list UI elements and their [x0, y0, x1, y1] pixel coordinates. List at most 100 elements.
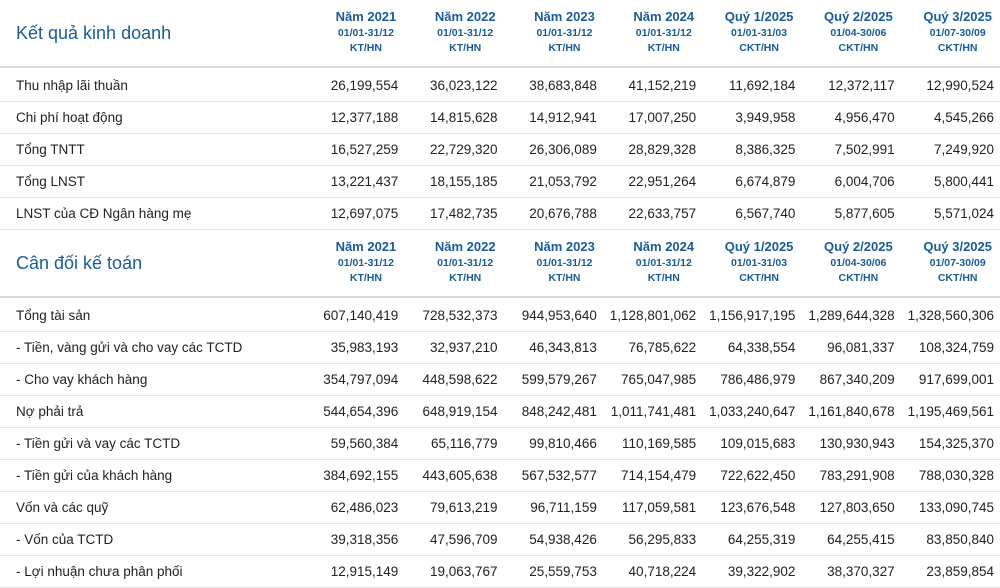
cell-value: 3,949,958	[702, 101, 802, 134]
column-header: Quý 3/2025 01/07-30/09 CKT/HN	[923, 9, 992, 54]
cell-value: 786,486,979	[702, 363, 802, 396]
cell-value: 17,007,250	[602, 101, 703, 134]
column-header: Năm 2022 01/01-31/12 KT/HN	[434, 9, 496, 54]
cell-value: 1,289,644,328	[801, 300, 901, 332]
cell-value: 1,195,469,561	[900, 395, 1000, 428]
column-header: Quý 3/2025 01/07-30/09 CKT/HN	[923, 239, 992, 284]
cell-value: 12,377,188	[305, 101, 405, 134]
cell-value: 19,063,767	[404, 555, 504, 588]
row-label: Thu nhập lãi thuần	[0, 70, 305, 102]
table-row: - Tiền, vàng gửi và cho vay các TCTD 35,9…	[0, 331, 1000, 364]
cell-value: 36,023,122	[404, 70, 504, 102]
cell-value: 22,729,320	[404, 133, 504, 166]
header-row: Cân đối kế toán Năm 2021 01/01-31/12 KT/HN…	[0, 230, 1000, 297]
cell-value: 1,161,840,678	[801, 395, 901, 428]
cell-value: 41,152,219	[602, 70, 703, 102]
table-row: - Vốn của TCTD 39,318,356 47,596,709 54,938…	[0, 523, 1000, 556]
cell-value: 867,340,209	[801, 363, 901, 396]
row-label: Chi phí hoạt động	[0, 101, 305, 134]
cell-value: 59,560,384	[305, 427, 405, 460]
cell-value: 47,596,709	[404, 523, 504, 556]
row-label: - Lợi nhuận chưa phân phối	[0, 555, 305, 588]
cell-value: 83,850,840	[900, 523, 1000, 556]
row-label: - Tiền, vàng gửi và cho vay các TCTD	[0, 331, 305, 364]
cell-value: 7,249,920	[900, 133, 1000, 166]
cell-value: 64,338,554	[702, 331, 802, 364]
cell-value: 384,692,155	[305, 459, 405, 492]
row-label: LNST của CĐ Ngân hàng mẹ	[0, 197, 305, 230]
cell-value: 109,015,683	[702, 427, 802, 460]
cell-value: 544,654,396	[305, 395, 405, 428]
cell-value: 65,116,779	[404, 427, 504, 460]
cell-value: 62,486,023	[305, 491, 405, 524]
row-label: - Cho vay khách hàng	[0, 363, 305, 396]
cell-value: 1,011,741,481	[602, 395, 703, 428]
cell-value: 12,915,149	[305, 555, 405, 588]
cell-value: 8,386,325	[702, 133, 802, 166]
cell-value: 12,990,524	[900, 70, 1000, 102]
cell-value: 6,004,706	[801, 165, 901, 198]
cell-value: 6,567,740	[702, 197, 802, 230]
cell-value: 28,829,328	[602, 133, 703, 166]
column-header: Quý 1/2025 01/01-31/03 CKT/HN	[724, 9, 794, 54]
cell-value: 5,877,605	[801, 197, 901, 230]
cell-value: 133,090,745	[900, 491, 1000, 524]
header-row: Kết quả kinh doanh Năm 2021 01/01-31/12 KT…	[0, 0, 1000, 67]
cell-value: 16,527,259	[305, 133, 405, 166]
row-label: Tổng TNTT	[0, 133, 305, 166]
cell-value: 130,930,943	[801, 427, 901, 460]
cell-value: 783,291,908	[801, 459, 901, 492]
column-header: Quý 2/2025 01/04-30/06 CKT/HN	[824, 9, 893, 54]
table-row: - Lợi nhuận chưa phân phối 12,915,149 19,0…	[0, 555, 1000, 588]
column-header: Năm 2021 01/01-31/12 KT/HN	[335, 9, 397, 54]
column-header: Năm 2021 01/01-31/12 KT/HN	[335, 239, 397, 284]
cell-value: 1,328,560,306	[900, 300, 1000, 332]
cell-value: 12,697,075	[305, 197, 405, 230]
row-label: Nợ phải trả	[0, 395, 305, 428]
cell-value: 13,221,437	[305, 165, 405, 198]
cell-value: 7,502,991	[801, 133, 901, 166]
row-label: - Tiền gửi của khách hàng	[0, 459, 305, 492]
cell-value: 79,613,219	[404, 491, 504, 524]
cell-value: 38,683,848	[503, 70, 603, 102]
table-row: Vốn và các quỹ 62,486,023 79,613,219 96,711…	[0, 491, 1000, 524]
cell-value: 12,372,117	[801, 70, 901, 102]
section-title: Cân đối kế toán	[16, 252, 143, 273]
column-header: Quý 2/2025 01/04-30/06 CKT/HN	[824, 239, 893, 284]
table-row: Tổng TNTT 16,527,259 22,729,320 26,306,089 2…	[0, 133, 1000, 166]
cell-value: 648,919,154	[404, 395, 504, 428]
cell-value: 448,598,622	[404, 363, 504, 396]
table-row: - Tiền gửi của khách hàng 384,692,155 443,…	[0, 459, 1000, 492]
cell-value: 722,622,450	[702, 459, 802, 492]
cell-value: 38,370,327	[801, 555, 901, 588]
cell-value: 14,912,941	[503, 101, 603, 134]
cell-value: 20,676,788	[503, 197, 603, 230]
cell-value: 788,030,328	[900, 459, 1000, 492]
row-label: - Vốn của TCTD	[0, 523, 305, 556]
cell-value: 4,545,266	[900, 101, 1000, 134]
cell-value: 21,053,792	[503, 165, 603, 198]
cell-value: 4,956,470	[801, 101, 901, 134]
table-row: Nợ phải trả 544,654,396 648,919,154 848,242…	[0, 395, 1000, 428]
row-label: Tổng tài sản	[0, 300, 305, 332]
cell-value: 17,482,735	[404, 197, 504, 230]
cell-value: 99,810,466	[503, 427, 603, 460]
cell-value: 46,343,813	[503, 331, 603, 364]
cell-value: 64,255,415	[801, 523, 901, 556]
row-label: - Tiền gửi và vay các TCTD	[0, 427, 305, 460]
cell-value: 26,199,554	[305, 70, 405, 102]
table-row: - Tiền gửi và vay các TCTD 59,560,384 65,1…	[0, 427, 1000, 460]
table-row: LNST của CĐ Ngân hàng mẹ 12,697,075 17,482…	[0, 197, 1000, 230]
cell-value: 599,579,267	[503, 363, 603, 396]
column-header: Năm 2024 01/01-31/12 KT/HN	[633, 9, 695, 54]
table-row: Tổng tài sản 607,140,419 728,532,373 944,95…	[0, 300, 1000, 332]
row-label: Vốn và các quỹ	[0, 491, 305, 524]
cell-value: 26,306,089	[503, 133, 603, 166]
column-header: Năm 2024 01/01-31/12 KT/HN	[633, 239, 695, 284]
cell-value: 25,559,753	[503, 555, 603, 588]
cell-value: 154,325,370	[900, 427, 1000, 460]
cell-value: 76,785,622	[602, 331, 703, 364]
cell-value: 108,324,759	[900, 331, 1000, 364]
cell-value: 944,953,640	[503, 300, 603, 332]
